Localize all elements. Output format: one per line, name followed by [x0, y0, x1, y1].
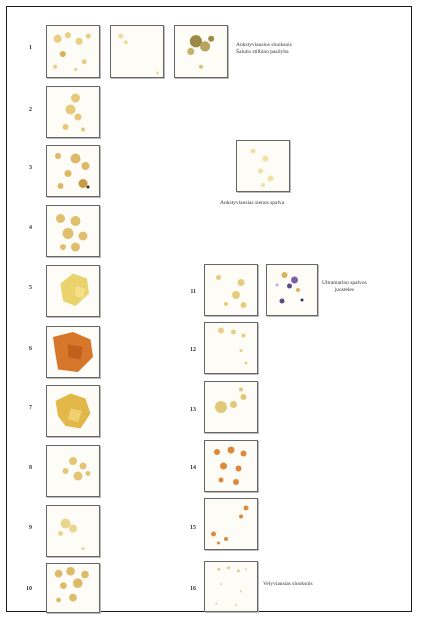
sample-photo: [266, 264, 318, 316]
sample-photo: [204, 561, 258, 612]
sample-number: 4: [29, 225, 32, 231]
sample-photo: [204, 322, 258, 374]
sample-photo: [110, 25, 164, 78]
sample-photo: [46, 205, 100, 257]
sample-number: 3: [29, 165, 32, 171]
sample-photo: [46, 326, 100, 378]
sample-number: 9: [29, 525, 32, 531]
caption-wall-color: Ankstyviausias sienos spalva: [220, 200, 285, 206]
sample-number: 12: [190, 347, 196, 353]
caption-earliest-layer: Ankstyviausios sluoksnis Šalutis stilbin…: [236, 42, 292, 55]
sample-number: 11: [190, 289, 196, 295]
sample-photo: [46, 86, 100, 138]
sample-photo: [236, 140, 290, 192]
sample-photo: [46, 25, 100, 78]
sample-photo: [204, 498, 258, 550]
sample-photo: [46, 145, 100, 197]
sample-photo: [46, 563, 100, 613]
sample-number: 16: [190, 586, 196, 592]
sample-number: 2: [29, 107, 32, 113]
sample-photo: [204, 381, 258, 433]
sample-number: 8: [29, 465, 32, 471]
sample-number: 15: [190, 525, 196, 531]
sample-number: 10: [26, 586, 32, 592]
sample-number: 6: [29, 346, 32, 352]
caption-latest-layer: Velyviausias sluoksnis: [263, 581, 313, 587]
sample-photo: [204, 264, 258, 316]
sample-photo: [174, 25, 228, 78]
sample-photo: [46, 265, 100, 317]
sample-photo: [46, 445, 100, 497]
sample-number: 1: [29, 45, 32, 51]
sample-number: 7: [29, 405, 32, 411]
sample-number: 13: [190, 407, 196, 413]
sample-number: 5: [29, 285, 32, 291]
sample-photo: [46, 505, 100, 557]
sample-photo: [204, 440, 258, 492]
caption-ultramarine: Ultramarino spalvos juosteles: [322, 280, 367, 293]
sample-photo: [46, 385, 100, 437]
sample-number: 14: [190, 465, 196, 471]
